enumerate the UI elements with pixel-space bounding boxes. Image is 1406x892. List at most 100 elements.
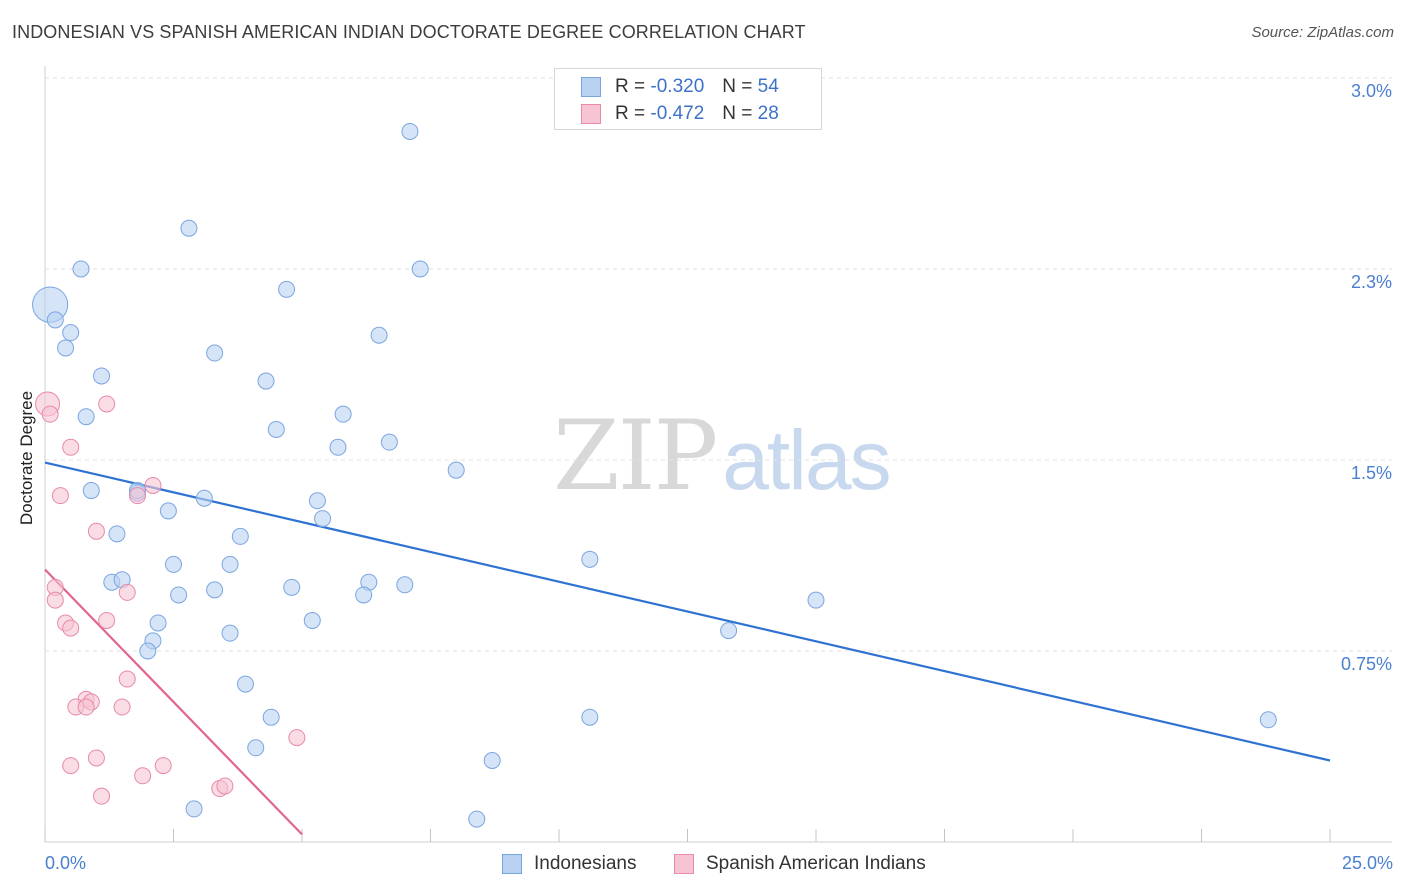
indonesian-point <box>206 344 224 362</box>
indonesian-point <box>82 482 100 500</box>
spanish-american-indian-point <box>62 438 80 456</box>
legend-n-value: 28 <box>757 103 779 124</box>
indonesian-point <box>308 492 326 510</box>
data-points <box>32 122 1277 828</box>
indonesian-point <box>267 420 285 438</box>
legend-r-label: R = <box>615 76 646 97</box>
indonesian-point <box>77 408 95 426</box>
legend-r-label: R = <box>615 103 646 124</box>
indonesian-point <box>108 525 126 543</box>
indonesian-point <box>46 311 64 329</box>
indonesian-point <box>170 586 188 604</box>
indonesian-point <box>262 708 280 726</box>
indonesian-point <box>370 326 388 344</box>
spanish-american-indian-point <box>144 476 162 494</box>
indonesian-point <box>257 372 275 390</box>
indonesian-point <box>334 405 352 423</box>
indonesian-point <box>139 642 157 660</box>
chart-title: INDONESIAN VS SPANISH AMERICAN INDIAN DO… <box>12 22 806 42</box>
spanish-american-indian-point <box>62 619 80 637</box>
axes <box>44 66 1392 843</box>
indonesian-trend-line <box>44 461 1331 762</box>
indonesian-point <box>236 675 254 693</box>
spanish-american-indian-point <box>118 583 136 601</box>
spanish-american-indian-point <box>87 749 105 767</box>
indonesian-point <box>807 591 825 609</box>
indonesian-point <box>93 367 111 385</box>
indonesian-point <box>206 581 224 599</box>
legend-row-indonesians: R = -0.320 N = 54 <box>581 75 779 99</box>
spanish-american-indian-point <box>87 522 105 540</box>
spanish-american-indian-point <box>129 487 147 505</box>
indonesian-point <box>57 339 75 357</box>
bottom-legend-indonesians: Indonesians <box>502 851 636 877</box>
indonesian-point <box>247 739 265 757</box>
spanish-american-indian-point <box>113 698 131 716</box>
spanish-american-indian-point <box>118 670 136 688</box>
spanish-american-indian-point <box>98 611 116 629</box>
indonesian-point <box>180 219 198 237</box>
indonesian-point <box>221 624 239 642</box>
spanish-american-indian-point <box>93 787 111 805</box>
indonesian-point <box>195 489 213 507</box>
indonesian-point <box>396 576 414 594</box>
bottom-legend-swatch-pink <box>674 854 694 874</box>
spanish-american-indian-point <box>41 405 59 423</box>
spanish-american-indian-point <box>154 757 172 775</box>
spanish-american-indian-trend-line <box>44 568 303 836</box>
indonesian-point <box>185 800 203 818</box>
indonesian-point <box>72 260 90 278</box>
indonesian-point <box>303 611 321 629</box>
x-tick-label: 0.0% <box>45 853 86 873</box>
indonesian-point <box>278 280 296 298</box>
spanish-american-indian-point <box>51 487 69 505</box>
indonesian-point <box>231 527 249 545</box>
legend-swatch-blue <box>581 77 601 97</box>
spanish-american-indian-point <box>98 395 116 413</box>
indonesian-point <box>483 752 501 770</box>
indonesian-point <box>62 324 80 342</box>
bottom-legend-label: Spanish American Indians <box>706 853 926 874</box>
indonesian-point <box>159 502 177 520</box>
bottom-legend-swatch-blue <box>502 854 522 874</box>
legend-n-value: 54 <box>757 76 779 97</box>
gridlines <box>45 77 1392 652</box>
spanish-american-indian-point <box>288 729 306 747</box>
indonesian-point <box>581 708 599 726</box>
indonesian-point <box>720 622 738 640</box>
legend-n-label: N = <box>722 76 753 97</box>
indonesian-point <box>165 555 182 573</box>
tick-labels: 0.75% 1.5% 2.3% 3.0% 0.0% 25.0% <box>45 81 1393 873</box>
indonesian-point <box>380 433 398 451</box>
legend-r-value: -0.472 <box>650 103 705 124</box>
y-tick-label: 3.0% <box>1351 81 1392 101</box>
indonesian-point <box>221 555 239 573</box>
indonesian-point <box>329 438 347 456</box>
spanish-american-indian-point <box>134 767 152 785</box>
indonesian-point <box>468 810 486 828</box>
indonesian-point <box>581 550 599 568</box>
spanish-american-indian-point <box>46 591 64 609</box>
source-label: Source: ZipAtlas.com <box>1251 24 1394 41</box>
watermark-zip: ZIP <box>553 400 718 512</box>
x-tick-label: 25.0% <box>1342 853 1393 873</box>
legend-r-value: -0.320 <box>650 76 705 97</box>
y-tick-label: 2.3% <box>1351 272 1392 292</box>
bottom-legend-label: Indonesians <box>534 853 637 874</box>
indonesian-point <box>401 122 419 140</box>
legend-swatch-pink <box>581 104 601 124</box>
legend-n-label: N = <box>722 103 753 124</box>
trend-lines <box>44 461 1331 836</box>
spanish-american-indian-point <box>62 757 80 775</box>
indonesian-point <box>355 586 373 604</box>
legend-row-spanish-american-indians: R = -0.472 N = 28 <box>581 102 779 126</box>
y-tick-label: 0.75% <box>1341 654 1392 674</box>
indonesian-point <box>149 614 167 632</box>
spanish-american-indian-point <box>77 698 95 716</box>
spanish-american-indian-point <box>216 777 234 795</box>
indonesian-point <box>447 461 465 479</box>
indonesian-point <box>1259 711 1277 729</box>
indonesian-point <box>411 260 429 278</box>
indonesian-point <box>314 510 332 528</box>
correlation-legend: R = -0.320 N = 54 R = -0.472 N = 28 <box>554 68 822 130</box>
